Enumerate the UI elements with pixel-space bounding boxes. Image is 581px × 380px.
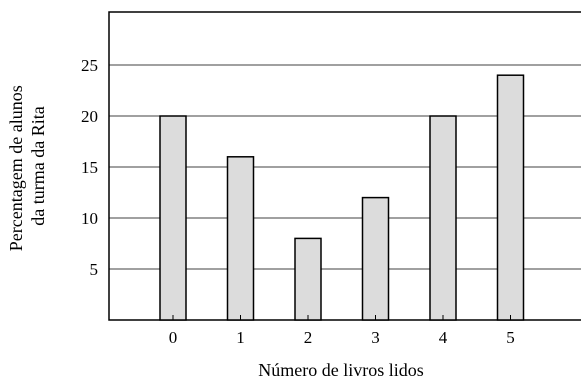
y-tick-label: 25: [81, 56, 98, 75]
plot-frame: [108, 11, 581, 321]
y-axis-title-line-1: Percentagem de alunos: [6, 85, 26, 251]
bar-0: [159, 115, 187, 321]
y-tick-label: 20: [81, 107, 98, 126]
bar-3: [361, 196, 390, 321]
y-axis-title-line-2: da turma da Rita: [28, 106, 48, 225]
y-tick-label: 5: [90, 260, 99, 279]
x-tick-label: 0: [169, 328, 178, 347]
y-axis-title: Percentagem de alunos da turma da Rita: [6, 81, 48, 251]
x-axis-title: Número de livros lidos: [258, 360, 423, 380]
y-tick-label: 15: [81, 158, 98, 177]
x-tick-label: 3: [371, 328, 380, 347]
y-tick-label: 10: [81, 209, 98, 228]
bar-4: [429, 115, 457, 321]
x-tick-label: 5: [506, 328, 515, 347]
bar-2: [294, 237, 322, 321]
bar-5: [496, 74, 525, 321]
x-tick-label: 2: [304, 328, 313, 347]
bar-1: [226, 156, 255, 321]
x-tick-labels: 0 1 2 3 4 5: [169, 315, 515, 347]
y-tick-labels: 5 10 15 20 25: [81, 56, 98, 279]
x-tick-label: 1: [236, 328, 245, 347]
x-tick-label: 4: [439, 328, 448, 347]
bars: [159, 74, 525, 321]
